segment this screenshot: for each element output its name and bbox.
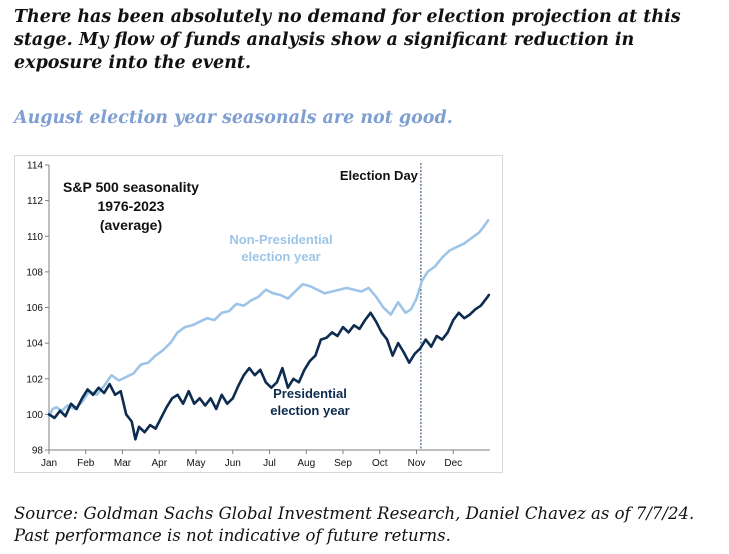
seasonality-chart: 98 100 102 104 106 108 110 112 114 Jan Feb Mar Apr M… [14, 155, 503, 473]
chart-svg: 98 100 102 104 106 108 110 112 114 Jan Feb Mar Apr M… [14, 155, 503, 473]
x-tick-label: Jan [41, 458, 57, 469]
presidential-line [47, 293, 491, 441]
y-tick-label: 100 [26, 410, 43, 421]
y-tick-label: 112 [27, 196, 43, 207]
y-tick-label: 102 [26, 374, 43, 385]
election-day-label: Election Day [340, 168, 419, 183]
y-tick-label: 114 [27, 161, 43, 172]
x-tick-label: May [187, 458, 206, 469]
y-tick-label: 104 [26, 339, 43, 350]
x-tick-label: Jul [263, 458, 276, 469]
non-presidential-line [47, 218, 490, 418]
source-line-2: Past performance is not indicative of fu… [14, 526, 451, 545]
chart-border [14, 155, 503, 473]
x-tick-label: Apr [151, 458, 167, 469]
y-tick-label: 110 [27, 232, 43, 243]
chart-title-line: (average) [100, 217, 162, 233]
chart-title-line: 1976-2023 [98, 198, 165, 214]
presidential-label: Presidential election year [270, 386, 350, 418]
x-tick-label: Oct [372, 458, 388, 469]
chart-title-line: S&P 500 seasonality [63, 179, 199, 195]
non-presidential-label-line: election year [241, 249, 321, 264]
presidential-label-line: election year [270, 403, 350, 418]
source-text: Source: Goldman Sachs Global Investment … [14, 503, 719, 547]
x-tick-label: Feb [77, 458, 95, 469]
x-tick-label: Nov [408, 458, 426, 469]
x-tick-label: Aug [297, 458, 315, 469]
source-line-1: Source: Goldman Sachs Global Investment … [14, 504, 695, 523]
x-tick-label: Sep [334, 458, 352, 469]
x-tick-label: Jun [225, 458, 241, 469]
y-tick-label: 106 [26, 303, 43, 314]
x-tick-label: Mar [114, 458, 132, 469]
x-tick-label: Dec [444, 458, 462, 469]
non-presidential-label: Non-Presidential election year [229, 232, 332, 264]
presidential-label-line: Presidential [273, 386, 347, 401]
y-tick-label: 108 [26, 267, 43, 278]
headline: There has been absolutely no demand for … [14, 7, 681, 73]
non-presidential-label-line: Non-Presidential [229, 232, 332, 247]
subhead: August election year seasonals are not g… [14, 108, 453, 128]
y-tick-label: 98 [32, 446, 44, 457]
chart-title: S&P 500 seasonality 1976-2023 (average) [63, 179, 199, 233]
